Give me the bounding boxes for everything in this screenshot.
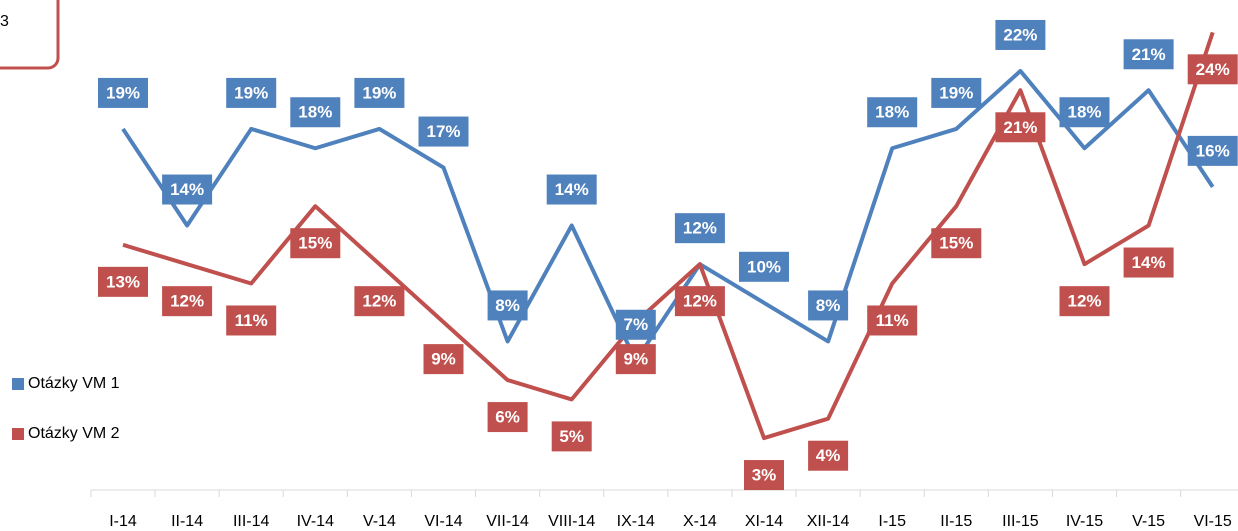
data-label: 24% bbox=[1196, 60, 1230, 79]
data-label-box bbox=[1187, 135, 1238, 166]
data-label-box bbox=[290, 97, 341, 128]
data-label-box bbox=[418, 116, 469, 147]
x-tick-label: IV-15 bbox=[1066, 513, 1103, 530]
x-tick-label: III-15 bbox=[1002, 513, 1039, 530]
series-line bbox=[121, 68, 1215, 363]
data-label: 19% bbox=[939, 83, 973, 102]
data-label-box bbox=[674, 286, 725, 317]
legend-swatch bbox=[12, 378, 24, 390]
data-label: 14% bbox=[555, 180, 589, 199]
x-tick-label: X-14 bbox=[683, 513, 717, 530]
data-label-box bbox=[162, 286, 213, 317]
data-label: 5% bbox=[559, 427, 584, 446]
data-label-box bbox=[1059, 286, 1110, 317]
data-label: 14% bbox=[1132, 253, 1166, 272]
data-label-box bbox=[1059, 97, 1110, 128]
x-tick-label: XII-14 bbox=[807, 513, 850, 530]
data-label: 21% bbox=[1003, 118, 1037, 137]
data-label: 10% bbox=[747, 257, 781, 276]
data-label: 18% bbox=[298, 103, 332, 122]
data-label: 19% bbox=[234, 83, 268, 102]
data-label: 17% bbox=[426, 122, 460, 141]
x-tick-label: I-14 bbox=[109, 513, 137, 530]
annotation-box bbox=[0, 0, 60, 70]
data-label: 12% bbox=[362, 292, 396, 311]
data-label-box bbox=[867, 305, 918, 336]
data-label: 12% bbox=[683, 219, 717, 238]
data-label: 12% bbox=[170, 292, 204, 311]
x-tick-label: XI-14 bbox=[745, 513, 783, 530]
data-label-box bbox=[1123, 247, 1174, 278]
data-label-box bbox=[808, 440, 849, 471]
data-label-box bbox=[1187, 54, 1238, 85]
annotation: 3 bbox=[0, 13, 9, 30]
legend-label: Otázky VM 1 bbox=[28, 375, 120, 392]
data-label-box bbox=[487, 290, 528, 321]
data-label-box bbox=[551, 421, 592, 452]
data-label-box bbox=[867, 97, 918, 128]
data-label-box bbox=[354, 77, 405, 108]
data-label: 8% bbox=[816, 296, 841, 315]
x-tick-label: III-14 bbox=[233, 513, 270, 530]
x-tick-label: VI-14 bbox=[424, 513, 462, 530]
data-label: 15% bbox=[298, 234, 332, 253]
legend-swatch bbox=[12, 428, 24, 440]
data-label-box bbox=[98, 266, 148, 297]
data-label: 12% bbox=[1067, 292, 1101, 311]
data-label: 11% bbox=[235, 311, 268, 330]
data-label: 9% bbox=[431, 350, 456, 369]
data-label: 12% bbox=[683, 292, 717, 311]
data-label: 18% bbox=[875, 103, 909, 122]
x-tick-label: V-15 bbox=[1132, 513, 1165, 530]
data-label-box bbox=[674, 213, 725, 244]
data-label-box bbox=[615, 344, 656, 375]
legend-label: Otázky VM 2 bbox=[28, 425, 120, 442]
data-label: 6% bbox=[495, 408, 520, 427]
x-tick-label: IX-14 bbox=[617, 513, 655, 530]
x-tick-label: I-15 bbox=[878, 513, 906, 530]
data-label-box bbox=[354, 286, 405, 317]
data-label-box bbox=[226, 77, 277, 108]
data-label-box bbox=[98, 77, 148, 108]
x-tick-label: II-15 bbox=[940, 513, 972, 530]
data-label-box bbox=[931, 77, 982, 108]
data-label: 9% bbox=[624, 350, 649, 369]
data-label-box bbox=[1123, 39, 1174, 70]
data-label-box bbox=[162, 174, 213, 205]
x-tick-label: IV-14 bbox=[297, 513, 334, 530]
data-label-box bbox=[423, 344, 464, 375]
data-label: 19% bbox=[362, 83, 396, 102]
data-label: 18% bbox=[1067, 103, 1101, 122]
data-label: 15% bbox=[939, 234, 973, 253]
data-label: 8% bbox=[495, 296, 520, 315]
series-line bbox=[122, 31, 1215, 441]
data-label: 16% bbox=[1196, 141, 1230, 160]
x-tick-label: VI-15 bbox=[1194, 513, 1232, 530]
data-label-box bbox=[226, 305, 277, 336]
data-label: 13% bbox=[106, 272, 140, 291]
data-label-box bbox=[739, 251, 789, 282]
data-label-box bbox=[808, 290, 849, 321]
data-label-box bbox=[995, 112, 1046, 143]
data-label: 22% bbox=[1003, 25, 1037, 44]
data-label: 7% bbox=[624, 315, 649, 334]
data-label: 4% bbox=[816, 446, 841, 465]
data-label: 14% bbox=[170, 180, 204, 199]
data-label-box bbox=[615, 309, 656, 340]
data-label-box bbox=[487, 402, 528, 433]
data-label-box bbox=[744, 460, 784, 491]
x-tick-label: II-14 bbox=[171, 513, 203, 530]
x-tick-label: VIII-14 bbox=[548, 513, 595, 530]
x-tick-label: V-14 bbox=[363, 513, 396, 530]
data-label-box bbox=[290, 228, 341, 259]
data-label: 11% bbox=[876, 311, 909, 330]
data-label: 19% bbox=[106, 83, 140, 102]
data-label-box bbox=[546, 174, 597, 205]
data-label-box bbox=[995, 19, 1046, 50]
data-label: 21% bbox=[1132, 45, 1166, 64]
data-label: 3% bbox=[752, 466, 777, 485]
data-label-box bbox=[931, 228, 982, 259]
x-tick-label: VII-14 bbox=[486, 513, 529, 530]
